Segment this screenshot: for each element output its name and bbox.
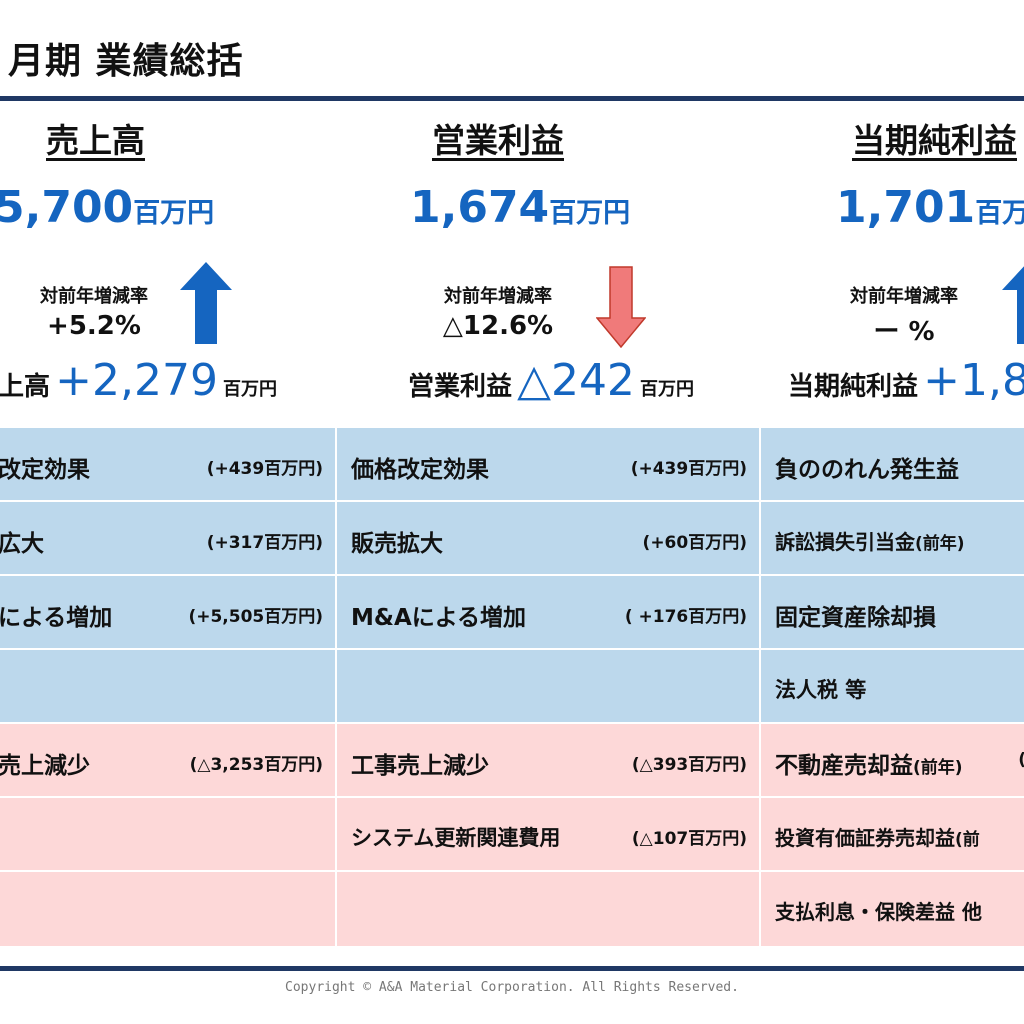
factor-name: 不動産売却益(前年) [775,753,963,779]
factor-name: 工事売上減少 [351,753,489,779]
factor-amount: (+439百万円) [630,459,747,479]
table-cell [0,798,337,872]
operating-profit-value: 1,674百万円 [410,182,630,233]
operating-profit-rate-label: 対前年増減率 [444,286,552,307]
factor-name: 法人税 等 [775,678,867,702]
factor-amount: (△107百万円) [631,829,747,849]
sales-value: 5,700百万円 [0,182,214,233]
operating-profit-value-number: 1,674 [410,182,550,233]
factor-name: 固定資産除却損 [775,605,936,631]
table-cell [0,872,337,948]
factor-name: 支払利息・保険差益 他 [775,900,982,924]
factor-name: 販売拡大 [351,531,443,557]
sales-delta-unit: 百万円 [223,379,278,400]
sales-rate-value: +5.2% [47,311,141,341]
factor-amount: ( +176百万円) [624,607,747,627]
operating-profit-heading: 営業利益 [432,121,564,160]
sales-value-unit: 百万円 [133,198,215,229]
table-cell: 販売拡大 (+60百万円) [337,502,761,576]
sales-value-number: 5,700 [0,182,134,233]
table-cell: 投資有価証券売却益(前 [761,798,1024,872]
net-income-value: 1,701百万 [836,182,1024,233]
factor-amount: (△3,253百万円) [189,755,323,775]
net-income-delta-label: 当期純利益 [788,372,919,402]
factor-name: 価格改定効果 [351,457,489,483]
factor-name: M&Aによる増加 [351,605,527,631]
sales-delta-value: +2,279 [55,355,218,406]
net-income-delta: 当期純利益 +1,8 [788,355,1024,406]
factor-amount: (+5,505百万円) [188,607,323,627]
page-title: 月期 業績総括 [8,41,244,82]
operating-profit-rate-value: △12.6% [442,311,554,341]
sales-delta-label: 上高 [0,372,51,402]
net-income-value-number: 1,701 [836,182,976,233]
table-cell: による増加 (+5,505百万円) [0,576,337,650]
operating-profit-delta-unit: 百万円 [640,379,695,400]
operating-profit-delta-label: 営業利益 [408,372,513,402]
sales-rate-label: 対前年増減率 [40,286,148,307]
factor-name: 広大 [0,531,44,557]
table-cell [337,872,761,948]
factor-amount: (+317百万円) [206,533,323,553]
net-income-value-unit: 百万 [975,198,1024,229]
table-cell: 負ののれん発生益 [761,428,1024,502]
table-cell: 価格改定効果 (+439百万円) [337,428,761,502]
factor-amount: ( [1018,750,1024,770]
operating-profit-delta: 営業利益 △242 百万円 [408,355,694,406]
arrow-down-icon [596,266,646,348]
factor-amount: (+439百万円) [206,459,323,479]
net-income-rate-value: ー % [873,317,935,347]
table-cell: 改定効果 (+439百万円) [0,428,337,502]
factor-amount: (△393百万円) [631,755,747,775]
factor-name: 改定効果 [0,457,90,483]
table-cell: 広大 (+317百万円) [0,502,337,576]
net-income-heading: 当期純利益 [852,121,1017,160]
factor-name: 売上減少 [0,753,90,779]
table-cell: 訴訟損失引当金(前年) [761,502,1024,576]
footer-divider [0,966,1024,971]
operating-profit-value-unit: 百万円 [549,198,631,229]
arrow-up-icon [1002,266,1024,344]
table-cell: 不動産売却益(前年) ( [761,724,1024,798]
table-cell [337,650,761,724]
table-cell: システム更新関連費用 (△107百万円) [337,798,761,872]
header-divider [0,96,1024,101]
operating-profit-delta-value: △242 [517,355,635,406]
table-cell: 売上減少 (△3,253百万円) [0,724,337,798]
table-cell: 固定資産除却損 [761,576,1024,650]
table-cell: 支払利息・保険差益 他 [761,872,1024,948]
net-income-delta-value: +1,8 [923,355,1024,406]
arrow-up-icon [180,262,232,344]
sales-heading: 売上高 [46,121,145,160]
table-cell: 工事売上減少 (△393百万円) [337,724,761,798]
sales-delta: 上高 +2,279 百万円 [0,355,277,406]
factor-name: 投資有価証券売却益(前 [775,826,980,850]
factor-amount: (+60百万円) [642,533,747,553]
factor-name: 負ののれん発生益 [775,457,959,483]
factor-name: システム更新関連費用 [351,826,561,850]
table-cell [0,650,337,724]
table-cell: 法人税 等 [761,650,1024,724]
factor-name: による増加 [0,605,113,631]
table-cell: M&Aによる増加 ( +176百万円) [337,576,761,650]
net-income-rate-label: 対前年増減率 [850,286,958,307]
factor-name: 訴訟損失引当金(前年) [775,530,965,554]
copyright-text: Copyright © A&A Material Corporation. Al… [285,980,739,995]
